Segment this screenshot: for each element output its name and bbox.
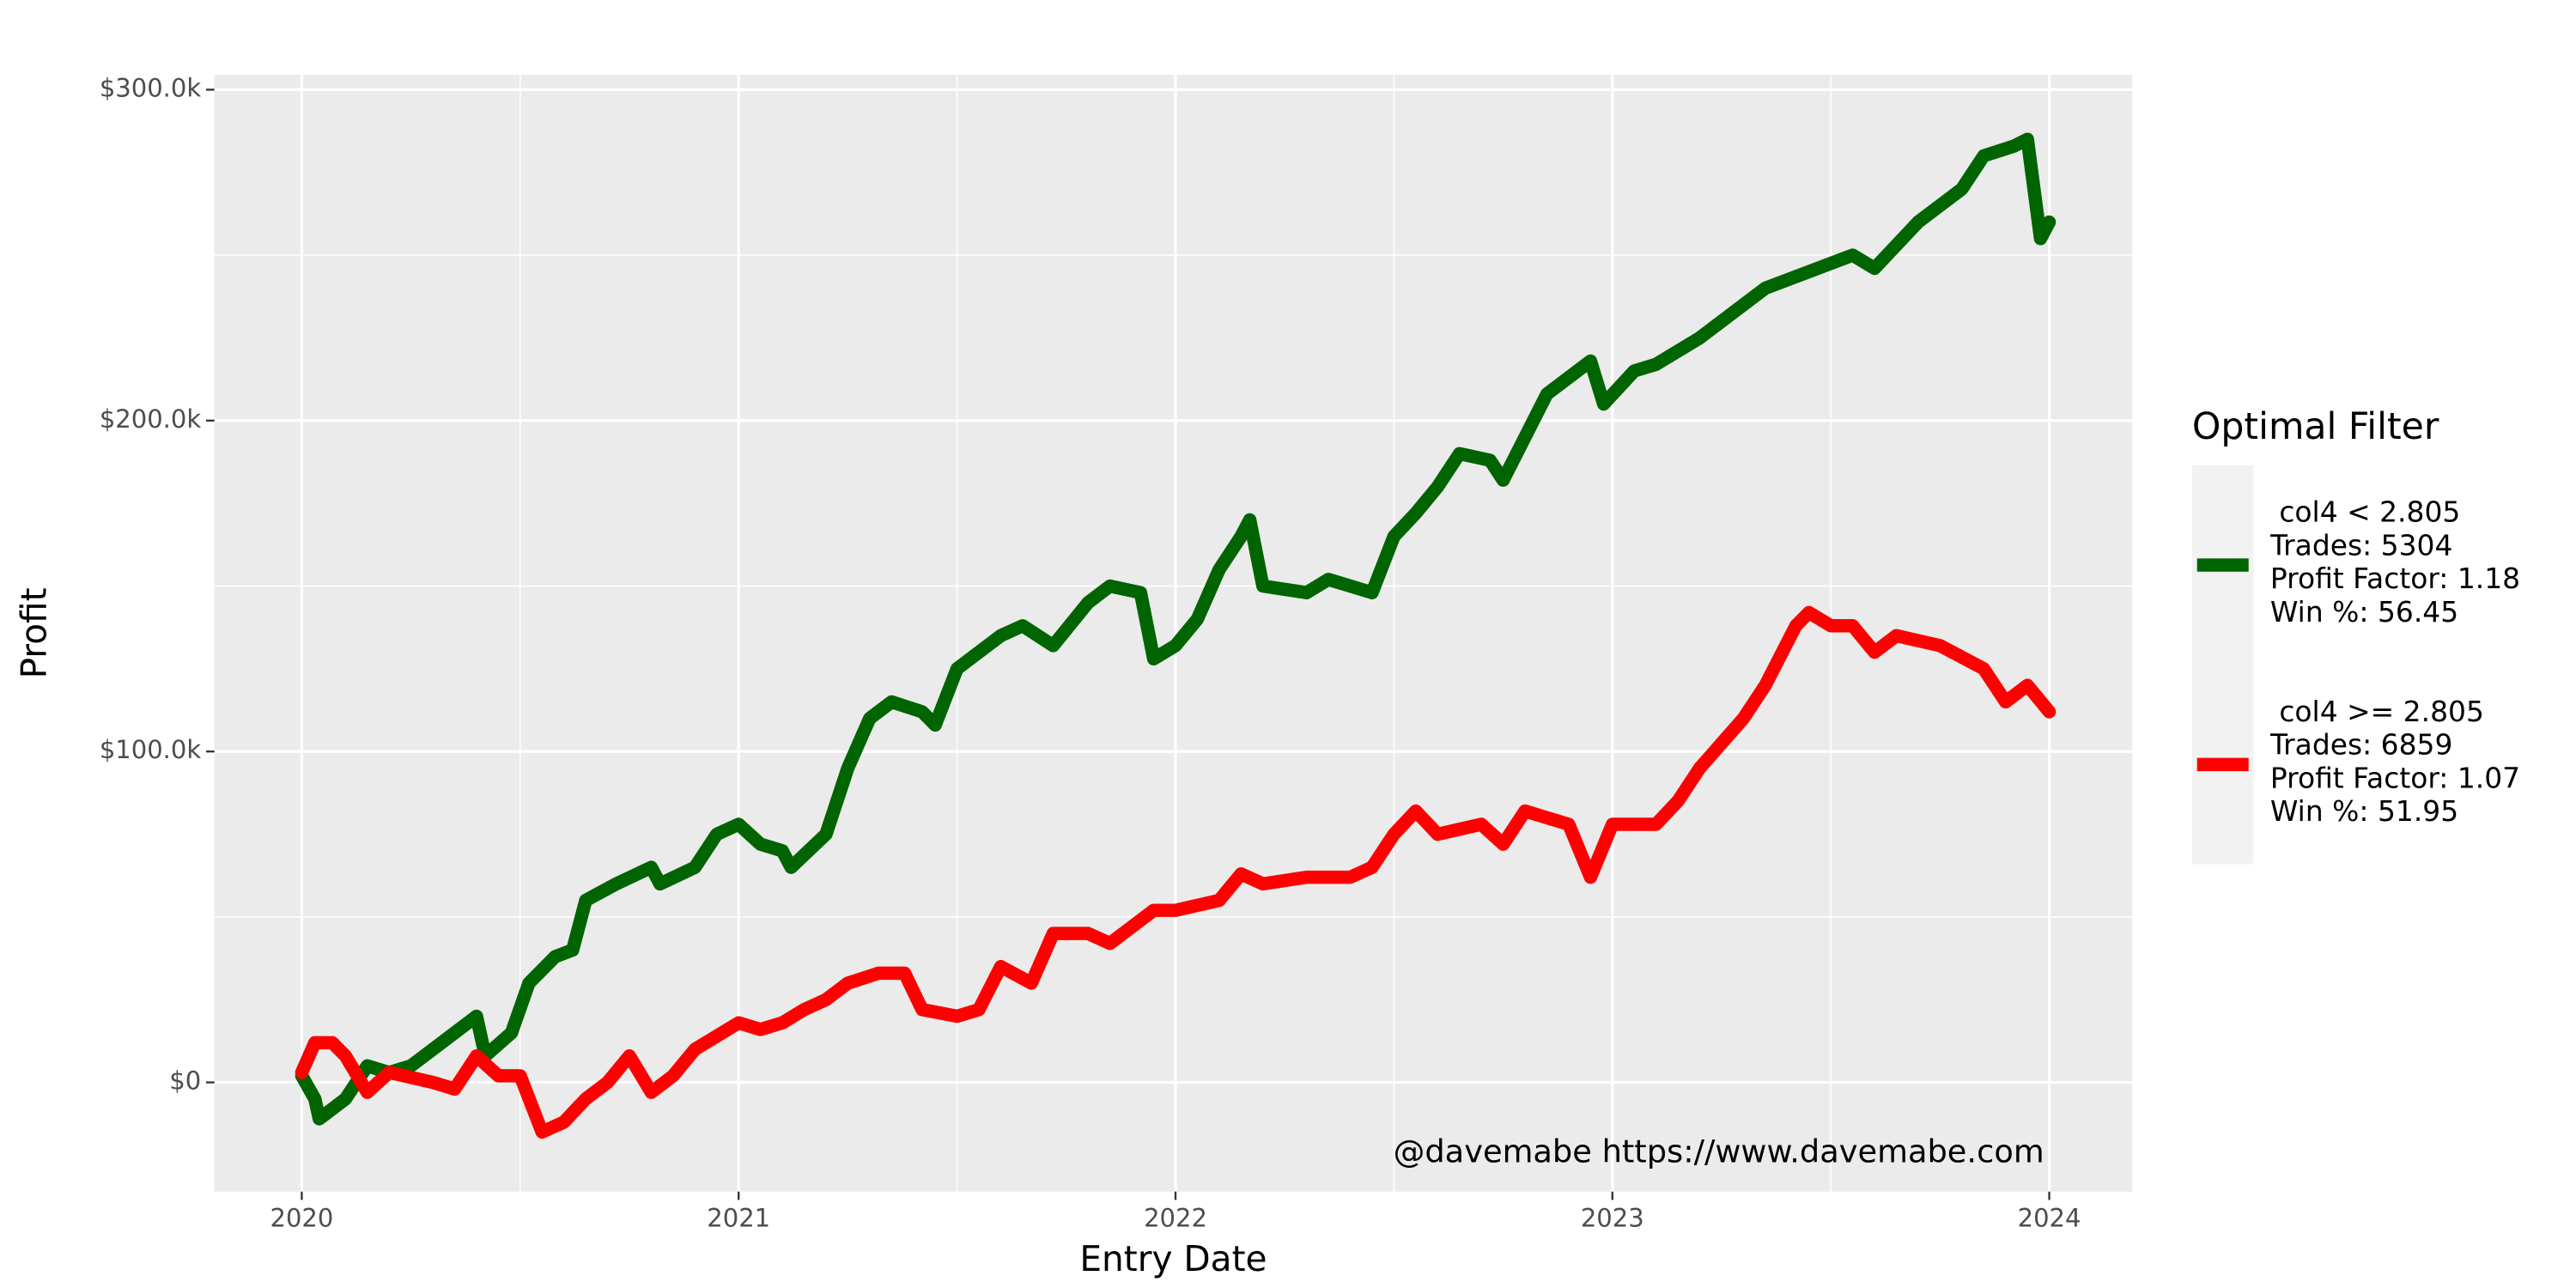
x-tick-label: 2020 bbox=[270, 1204, 334, 1233]
series-line bbox=[295, 605, 2057, 1139]
x-tick-label: 2021 bbox=[707, 1204, 770, 1233]
series-line bbox=[295, 132, 2057, 1126]
y-tick-label: $300.0k bbox=[100, 73, 202, 102]
legend-key-background bbox=[2191, 465, 2254, 865]
x-tick-label: 2023 bbox=[1581, 1204, 1644, 1233]
y-axis-title: Profit bbox=[14, 587, 55, 678]
y-tick-label: $0 bbox=[169, 1066, 201, 1096]
y-tick-label: $100.0k bbox=[100, 735, 202, 764]
legend: col4 < 2.805 Trades: 5304 Profit Factor:… bbox=[2191, 465, 2521, 865]
x-tick-label: 2022 bbox=[1144, 1204, 1207, 1233]
legend-entry: col4 >= 2.805 Trades: 6859 Profit Factor… bbox=[2269, 696, 2521, 829]
legend-title: Optimal Filter bbox=[2192, 405, 2439, 448]
grid bbox=[214, 75, 2133, 1192]
legend-entry: col4 < 2.805 Trades: 5304 Profit Factor:… bbox=[2269, 496, 2521, 630]
lines bbox=[295, 132, 2057, 1139]
x-axis-title: Entry Date bbox=[1079, 1238, 1267, 1279]
x-tick-label: 2024 bbox=[2018, 1204, 2081, 1233]
panel-background bbox=[214, 75, 2133, 1192]
legend-entry-box: col4 >= 2.805 Trades: 6859 Profit Factor… bbox=[2269, 696, 2521, 829]
annotation: @davemabe https://www.davemabe.com bbox=[1394, 1133, 2044, 1170]
y-tick-label: $200.0k bbox=[100, 404, 202, 434]
legend-entry-box: col4 < 2.805 Trades: 5304 Profit Factor:… bbox=[2269, 496, 2521, 630]
axes: $0 $100.0k $200.0k $300.0k 2020 2021 2022 2023 2… bbox=[100, 73, 2081, 1232]
